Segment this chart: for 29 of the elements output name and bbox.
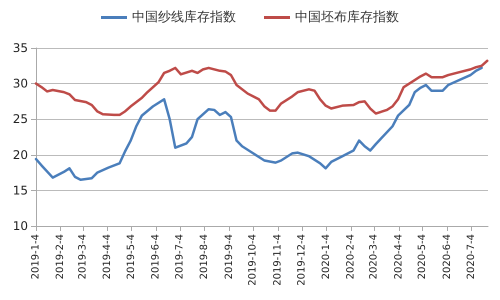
y-tick-label: 15 <box>12 183 28 198</box>
y-tick-label: 30 <box>12 76 28 91</box>
x-tick-label: 2019-11-4 <box>272 234 284 286</box>
x-tick-label: 2020-5-4 <box>417 234 428 280</box>
x-tick-label: 2020-4-4 <box>393 234 404 280</box>
x-tick-label: 2019-8-4 <box>199 234 210 280</box>
x-tick-label: 2019-10-4 <box>248 234 259 286</box>
x-tick-label: 2019-6-4 <box>150 234 162 280</box>
line-series <box>34 66 483 181</box>
legend-label: 中国坯布库存指数 <box>295 10 399 25</box>
x-tick-label: 2019-12-4 <box>296 234 308 286</box>
line-series <box>34 60 488 116</box>
x-tick-label: 2019-2-4 <box>55 234 66 280</box>
x-tick-label: 2019-5-4 <box>126 234 137 280</box>
x-tick-label: 2019-7-4 <box>174 234 186 280</box>
y-tick-label: 10 <box>12 219 28 233</box>
x-tick-label: 2020-6-4 <box>442 234 453 280</box>
x-tick-label: 2020-7-4 <box>466 234 477 280</box>
x-tick-label: 2019-4-4 <box>102 234 114 280</box>
x-tick-label: 2020-1-4 <box>320 234 332 280</box>
y-tick-label: 35 <box>12 41 28 55</box>
x-tick-label: 2019-3-4 <box>77 234 88 280</box>
x-tick-label: 2019-1-4 <box>30 234 42 280</box>
y-tick-label: 20 <box>12 148 28 162</box>
legend-label: 中国纱线库存指数 <box>132 10 236 25</box>
x-tick-label: 2019-9-4 <box>224 234 235 280</box>
x-tick-label: 2020-2-4 <box>346 234 357 280</box>
y-tick-label: 25 <box>12 112 28 126</box>
x-tick-label: 2020-3-4 <box>368 234 380 280</box>
